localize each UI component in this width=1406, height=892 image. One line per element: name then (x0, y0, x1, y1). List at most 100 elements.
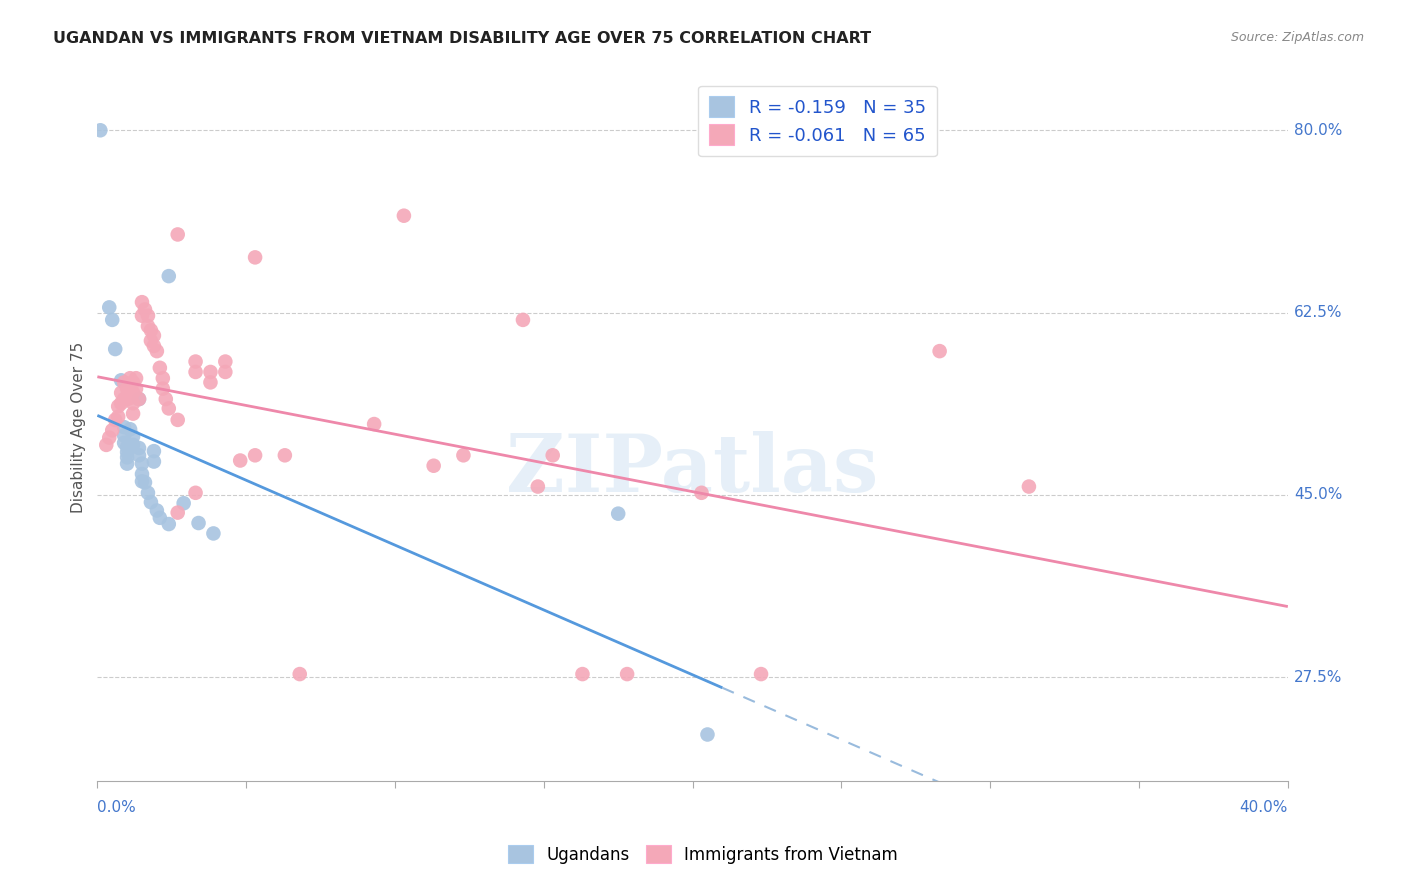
Point (122, 396, 145, 410)
Point (104, 413, 127, 427)
Point (184, 365, 207, 379)
Point (134, 475, 156, 490)
Point (453, 448, 475, 462)
Point (120, 422, 142, 436)
Point (136, 309, 159, 323)
Point (541, 448, 564, 462)
Point (142, 339, 165, 353)
Point (139, 334, 162, 348)
Legend: Ugandans, Immigrants from Vietnam: Ugandans, Immigrants from Vietnam (501, 838, 905, 871)
Point (1018, 479, 1040, 493)
Point (128, 392, 150, 406)
Point (107, 409, 129, 424)
Point (512, 313, 534, 327)
Point (363, 417, 385, 431)
Point (125, 371, 148, 385)
Point (155, 392, 177, 406)
Point (122, 429, 145, 443)
Point (527, 479, 550, 493)
Point (98, 431, 121, 445)
Point (157, 269, 180, 284)
Point (89, 123, 111, 137)
Point (115, 382, 138, 396)
Point (128, 448, 150, 462)
Point (115, 450, 138, 465)
Point (142, 328, 165, 343)
Point (187, 516, 209, 530)
Point (146, 503, 169, 517)
Point (749, 667, 772, 681)
Point (184, 354, 207, 368)
Point (101, 313, 124, 327)
Text: 80.0%: 80.0% (1294, 123, 1343, 137)
Point (214, 365, 236, 379)
Point (157, 517, 180, 532)
Point (184, 485, 207, 500)
Point (112, 435, 135, 450)
Point (274, 448, 297, 462)
Point (104, 342, 127, 356)
Point (200, 376, 222, 390)
Point (142, 454, 165, 468)
Point (392, 209, 415, 223)
Point (112, 420, 135, 434)
Text: 27.5%: 27.5% (1294, 670, 1343, 685)
Text: UGANDAN VS IMMIGRANTS FROM VIETNAM DISABILITY AGE OVER 75 CORRELATION CHART: UGANDAN VS IMMIGRANTS FROM VIETNAM DISAB… (53, 31, 872, 46)
Point (200, 365, 222, 379)
Point (166, 506, 188, 520)
Point (110, 373, 132, 387)
Point (115, 457, 138, 471)
Point (690, 485, 713, 500)
Point (115, 440, 138, 454)
Text: 62.5%: 62.5% (1294, 305, 1343, 320)
Point (173, 496, 195, 510)
Point (131, 309, 153, 323)
Point (607, 507, 630, 521)
Point (229, 453, 252, 467)
Text: Source: ZipAtlas.com: Source: ZipAtlas.com (1230, 31, 1364, 45)
Point (214, 354, 236, 368)
Point (115, 392, 138, 406)
Point (110, 385, 132, 400)
Point (122, 407, 145, 421)
Point (120, 382, 142, 396)
Legend: R = -0.159   N = 35, R = -0.061   N = 65: R = -0.159 N = 35, R = -0.061 N = 65 (699, 86, 936, 156)
Point (122, 438, 145, 452)
Point (152, 371, 174, 385)
Point (166, 413, 188, 427)
Point (122, 385, 145, 400)
Point (243, 448, 266, 462)
Point (131, 295, 153, 310)
Point (112, 392, 135, 406)
Point (120, 391, 142, 405)
Point (112, 428, 135, 442)
Point (157, 401, 180, 416)
Point (288, 667, 311, 681)
Point (122, 376, 145, 390)
Point (139, 495, 162, 509)
Point (149, 360, 172, 375)
Point (131, 457, 153, 471)
Point (110, 396, 132, 410)
Point (136, 485, 159, 500)
Point (128, 392, 150, 406)
Point (115, 445, 138, 459)
Point (928, 344, 950, 359)
Point (131, 475, 153, 489)
Point (146, 344, 169, 359)
Point (120, 371, 142, 385)
Point (166, 227, 188, 242)
Point (136, 319, 159, 334)
Point (616, 667, 638, 681)
Point (101, 423, 124, 437)
Text: 0.0%: 0.0% (97, 800, 136, 815)
Text: 45.0%: 45.0% (1294, 487, 1343, 502)
Point (149, 511, 172, 525)
Point (139, 323, 162, 337)
Point (134, 302, 156, 317)
Y-axis label: Disability Age Over 75: Disability Age Over 75 (72, 342, 86, 513)
Point (125, 382, 148, 396)
Point (571, 667, 593, 681)
Point (98, 301, 121, 315)
Point (152, 382, 174, 396)
